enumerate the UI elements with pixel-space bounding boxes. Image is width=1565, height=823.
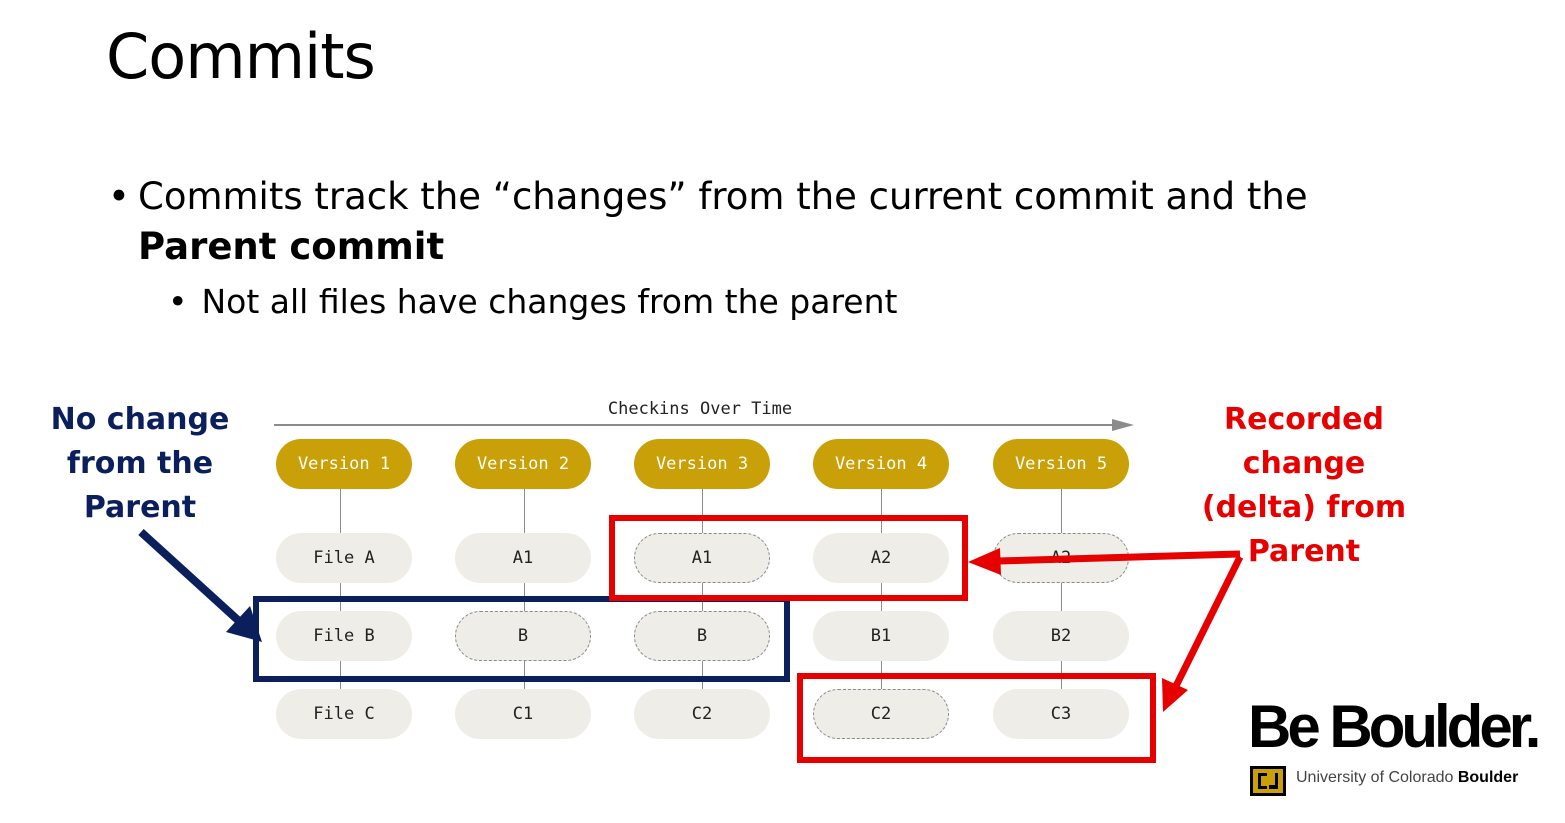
connector-line — [702, 489, 703, 689]
bullet-main-bold: Parent commit — [138, 225, 445, 268]
bullet-sub-text: Not all files have changes from the pare… — [201, 282, 898, 321]
file-pill: File C — [276, 689, 412, 739]
delta-box-c — [797, 673, 1156, 763]
annotation-line: No change — [50, 402, 230, 437]
be-boulder-logo: Be Boulder. — [1248, 693, 1541, 760]
file-pill: C2 — [634, 689, 770, 739]
bullet-sub-dot: • — [168, 282, 188, 321]
version-pill: Version 2 — [455, 439, 591, 489]
file-pill: File B — [276, 611, 412, 661]
university-name-bold: Boulder — [1457, 769, 1519, 786]
bullet-sub: • Not all files have changes from the par… — [168, 282, 897, 321]
file-pill: A2 — [813, 533, 949, 583]
file-pill-unchanged: A1 — [634, 533, 770, 583]
timeline-label: Checkins Over Time — [607, 399, 793, 419]
annotation-line: Recorded — [1224, 402, 1384, 437]
university-name-plain: University of Colorado — [1296, 769, 1458, 786]
annotation-line: Parent — [1247, 534, 1361, 569]
connector-line — [1061, 489, 1062, 689]
version-pill: Version 1 — [276, 439, 412, 489]
file-pill: B2 — [993, 611, 1129, 661]
file-pill-unchanged: B — [455, 611, 591, 661]
annotation-line: change — [1242, 446, 1366, 481]
file-pill: C1 — [455, 689, 591, 739]
bullet-main: • Commits track the “changes” from the c… — [108, 172, 1308, 272]
file-pill: A1 — [455, 533, 591, 583]
delta-box-a — [609, 515, 968, 601]
connector-line — [340, 489, 341, 689]
version-pill: Version 5 — [993, 439, 1129, 489]
no-change-annotation: No change from the Parent — [40, 398, 240, 530]
annotation-line: from the — [66, 446, 214, 481]
version-pill: Version 3 — [634, 439, 770, 489]
annotation-line: (delta) from — [1201, 490, 1407, 525]
version-pill: Version 4 — [813, 439, 949, 489]
annotation-line: Parent — [83, 490, 197, 525]
recorded-change-annotation: Recorded change (delta) from Parent — [1184, 398, 1424, 574]
bullet-dot: • — [108, 175, 130, 218]
bullet-main-text: Commits track the “changes” from the cur… — [138, 172, 1308, 272]
file-pill: File A — [276, 533, 412, 583]
bullet-main-plain: Commits track the “changes” from the cur… — [138, 175, 1308, 218]
slide-title: Commits — [106, 20, 376, 93]
file-pill-unchanged: B — [634, 611, 770, 661]
connector-line — [524, 489, 525, 689]
file-pill: C3 — [993, 689, 1129, 739]
file-pill: B1 — [813, 611, 949, 661]
file-pill-unchanged: C2 — [813, 689, 949, 739]
university-name: University of Colorado Boulder — [1296, 769, 1518, 787]
connector-line — [881, 489, 882, 689]
